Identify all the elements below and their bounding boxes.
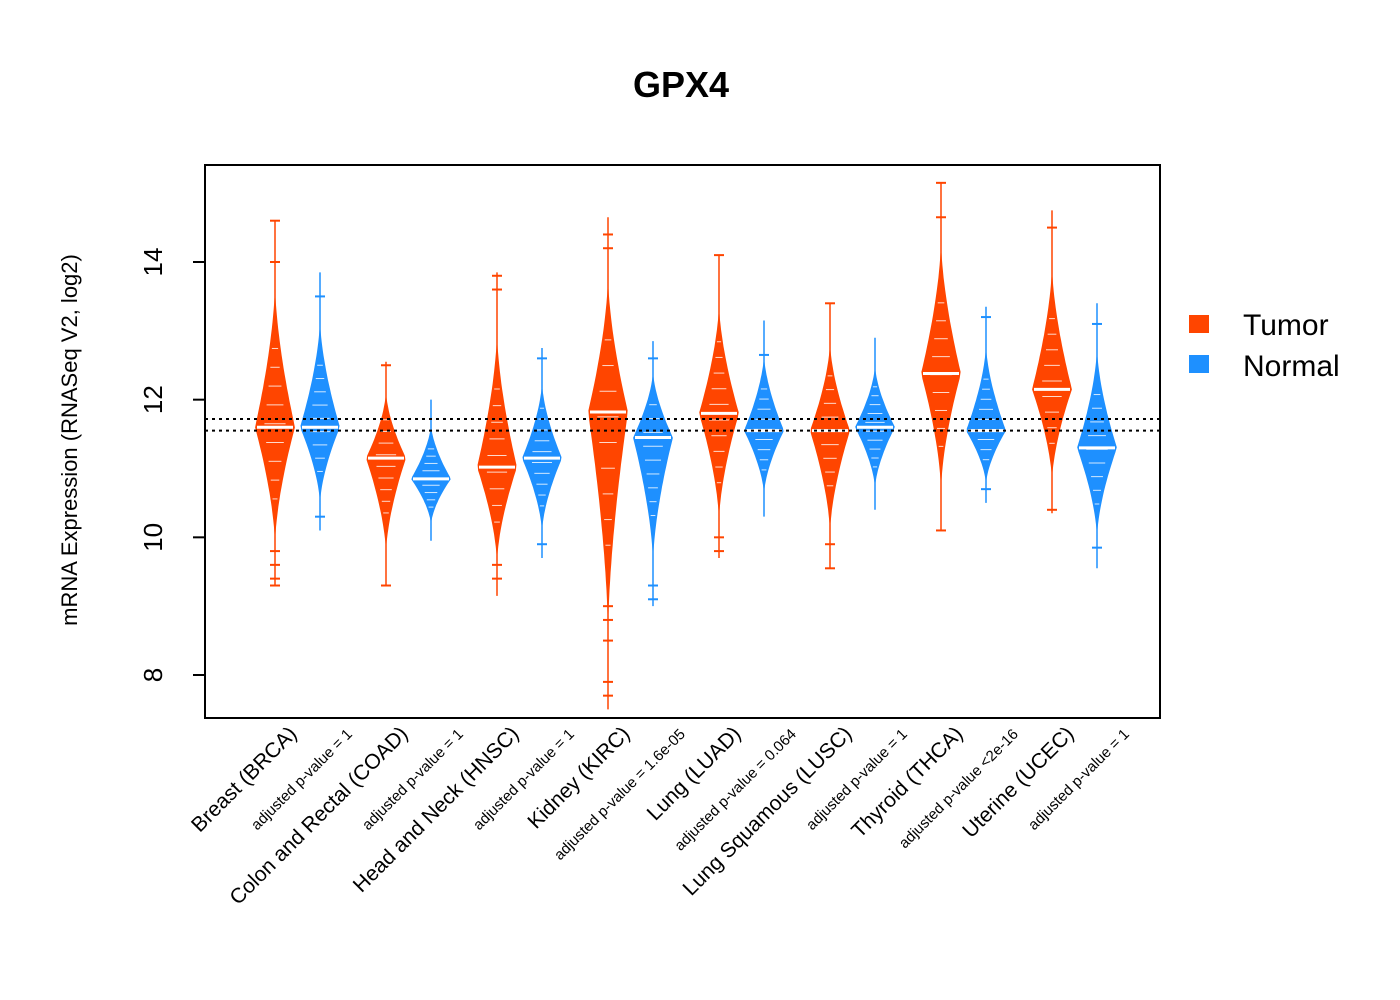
bean-tumor-6: [921, 181, 961, 532]
chart-title: GPX4: [633, 64, 729, 105]
bean-normal-5: [855, 337, 895, 510]
bean-normal-6: [966, 306, 1006, 503]
bean-tumor-5: [810, 302, 850, 570]
bean-body-tumor-0: [255, 282, 295, 546]
bean-normal-1: [411, 399, 451, 541]
y-tick-label-8: 8: [138, 668, 168, 682]
bean-normal-7: [1077, 303, 1117, 569]
bean-body-tumor-3: [588, 275, 628, 636]
legend-swatch-normal: [1189, 355, 1209, 373]
legend-label-normal: Normal: [1243, 350, 1340, 383]
x-category-label-4: Lung (LUAD): [643, 722, 746, 825]
bean-body-normal-3: [633, 370, 673, 564]
beans-layer: [255, 181, 1117, 710]
reference-lines: [205, 417, 1160, 432]
bean-body-tumor-1: [366, 390, 406, 554]
bean-tumor-7: [1032, 210, 1072, 514]
legend: Tumor Normal: [1189, 309, 1340, 383]
bean-normal-4: [744, 320, 784, 517]
y-tick-label-12: 12: [138, 385, 168, 414]
bean-normal-3: [633, 341, 673, 607]
y-tick-label-10: 10: [138, 523, 168, 552]
bean-body-normal-1: [411, 423, 451, 526]
bean-tumor-3: [588, 217, 628, 710]
y-axis: 8 10 12 14: [138, 248, 206, 682]
bean-tumor-2: [477, 272, 517, 596]
bean-tumor-1: [366, 361, 406, 587]
y-tick-label-14: 14: [138, 248, 168, 277]
plot-frame: [204, 164, 1161, 719]
bean-normal-2: [522, 348, 562, 558]
bean-body-tumor-2: [477, 330, 517, 564]
legend-swatch-tumor: [1189, 315, 1209, 333]
bean-body-normal-4: [744, 353, 784, 496]
bean-body-normal-6: [966, 343, 1006, 485]
x-category-label-0: Breast (BRCA): [187, 722, 301, 836]
bean-body-tumor-6: [921, 240, 961, 492]
bean-tumor-0: [255, 219, 295, 587]
bean-body-tumor-7: [1032, 264, 1072, 483]
x-category-label-3: Kidney (KIRC): [523, 722, 634, 833]
bean-normal-0: [300, 272, 340, 531]
legend-label-tumor: Tumor: [1243, 309, 1329, 342]
x-pvalue-label-7: adjusted p-value = 1: [1025, 726, 1133, 834]
bean-body-normal-7: [1077, 346, 1117, 539]
bean-body-tumor-5: [810, 341, 850, 534]
bean-tumor-4: [699, 254, 739, 558]
bean-body-normal-0: [300, 318, 340, 505]
y-axis-label: mRNA Expression (RNASeq V2, log2): [57, 254, 82, 626]
